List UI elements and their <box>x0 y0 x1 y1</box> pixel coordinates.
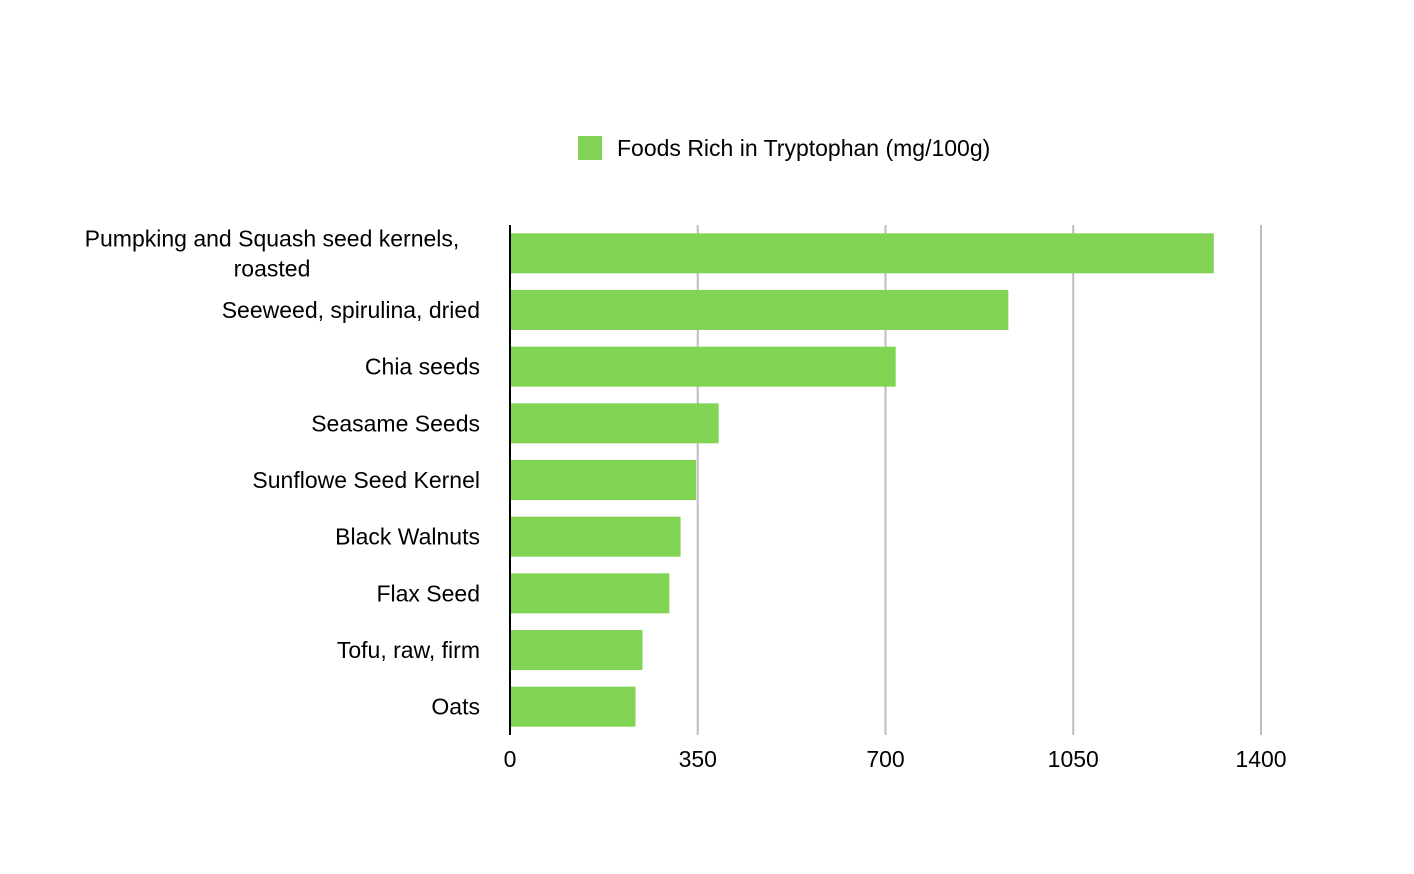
x-tick-label: 350 <box>679 746 717 772</box>
x-tick-labels: 0 350 700 1050 1400 <box>504 746 1287 772</box>
x-tick-label: 700 <box>866 746 904 772</box>
legend-swatch <box>578 136 602 160</box>
category-label: Seasame Seeds <box>311 410 480 436</box>
x-tick-label: 1400 <box>1235 746 1286 772</box>
bar <box>510 290 1009 330</box>
category-label: Sunflowe Seed Kernel <box>252 467 480 493</box>
bars <box>510 233 1214 727</box>
x-tick-label: 1050 <box>1048 746 1099 772</box>
bar <box>510 573 670 614</box>
bar <box>510 403 719 444</box>
category-label: Flax Seed <box>376 580 480 606</box>
category-label: Pumpking and Squash seed kernels, roasted <box>85 225 460 281</box>
category-label: Seeweed, spirulina, dried <box>222 297 480 323</box>
category-labels: Pumpking and Squash seed kernels, roasted… <box>85 225 480 719</box>
bar <box>510 346 896 387</box>
bar <box>510 630 643 670</box>
category-label: Tofu, raw, firm <box>337 637 480 663</box>
bar <box>510 686 636 727</box>
bar <box>510 233 1214 274</box>
bar <box>510 460 697 500</box>
category-label: Oats <box>431 694 480 720</box>
legend: Foods Rich in Tryptophan (mg/100g) <box>578 135 990 161</box>
category-label: Black Walnuts <box>335 524 480 550</box>
category-label: Chia seeds <box>365 354 480 380</box>
x-tick-label: 0 <box>504 746 517 772</box>
bar <box>510 516 681 557</box>
legend-label: Foods Rich in Tryptophan (mg/100g) <box>617 135 990 161</box>
